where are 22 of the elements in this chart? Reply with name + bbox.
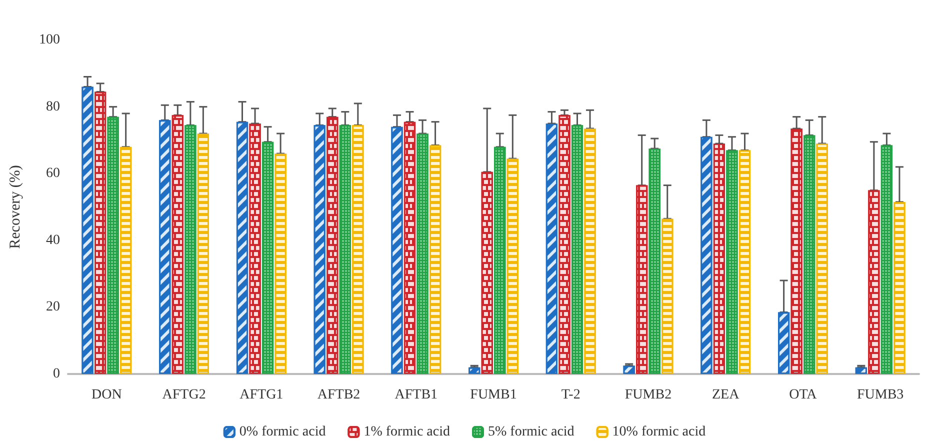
legend-label: 10% formic acid: [612, 424, 706, 440]
x-tick-label: AFTG2: [162, 388, 206, 402]
x-tick-label: T-2: [561, 388, 580, 402]
x-tick-label: FUMB3: [856, 388, 904, 402]
y-tick-label: 0: [53, 366, 60, 382]
y-tick-label: 40: [46, 232, 60, 248]
y-tick-label: 60: [46, 166, 60, 182]
x-tick-label: OTA: [789, 388, 818, 402]
legend-label: 1% formic acid: [364, 424, 450, 440]
x-tick-label: DON: [92, 388, 122, 402]
legend-label: 0% formic acid: [239, 424, 326, 440]
x-tick-label: ZEA: [712, 388, 740, 402]
y-tick-label: 20: [46, 300, 60, 315]
x-tick-label: AFTB2: [317, 388, 360, 402]
y-tick-label: 100: [39, 32, 60, 48]
legend-label: 5% formic acid: [488, 424, 574, 440]
y-axis-title: Recovery (%): [8, 165, 24, 249]
x-tick-label: FUMB1: [470, 388, 517, 402]
y-tick-label: 80: [46, 99, 60, 114]
x-tick-label: AFTB1: [394, 388, 438, 402]
x-tick-label: FUMB2: [624, 388, 672, 402]
x-tick-label: AFTG1: [240, 388, 284, 402]
